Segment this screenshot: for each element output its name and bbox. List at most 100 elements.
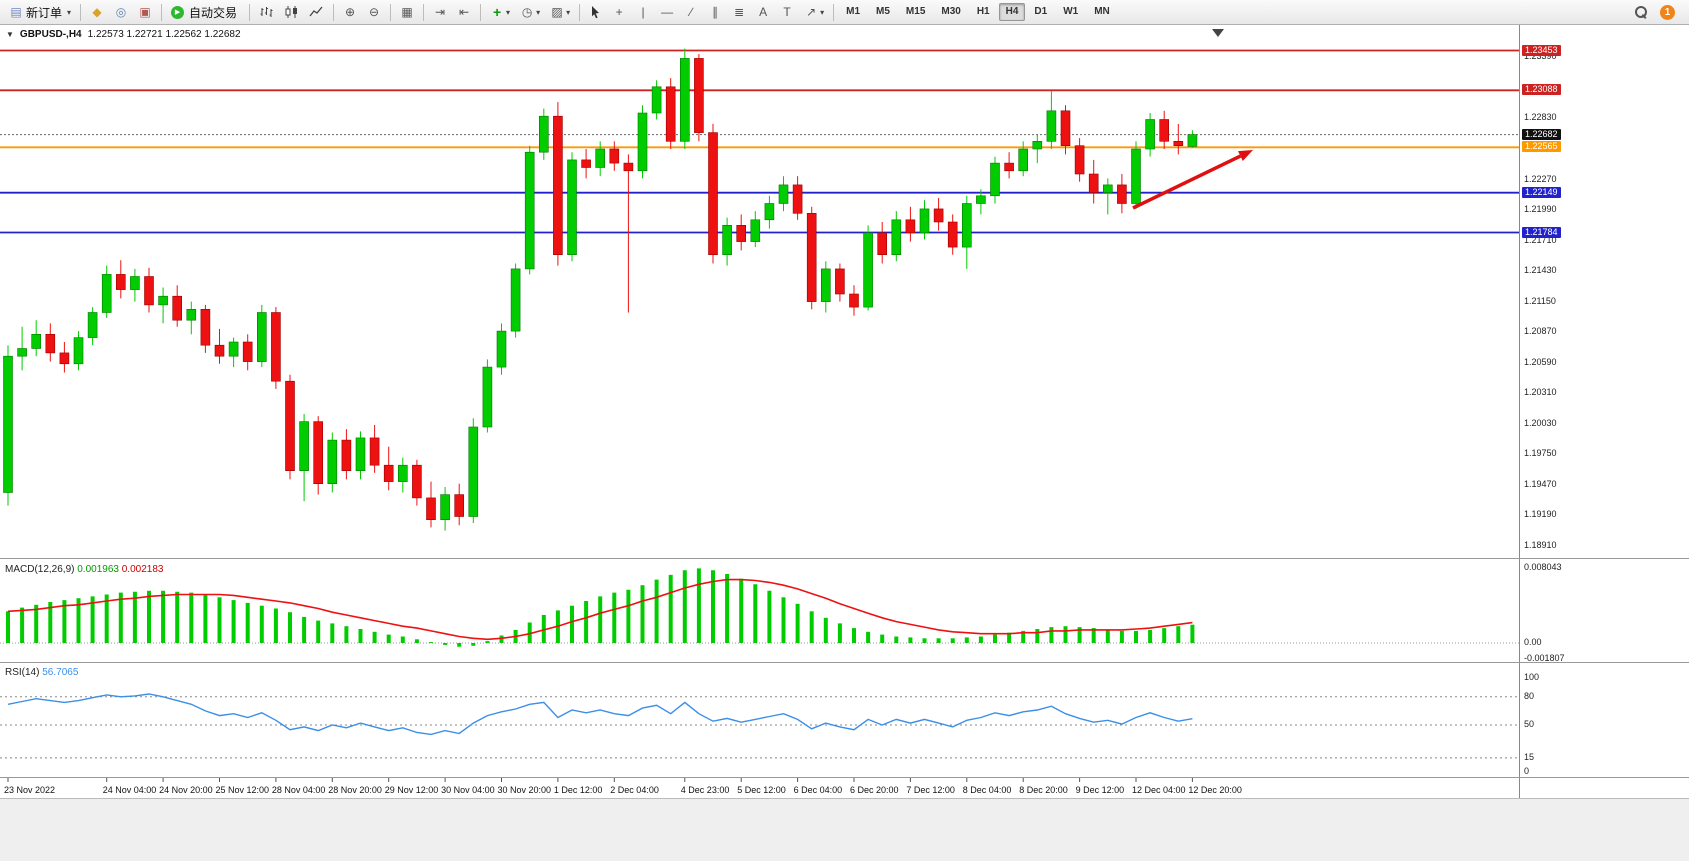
price-tick-label: 1.22830 — [1524, 112, 1557, 122]
one-click-trading-toggle[interactable]: ▼ — [6, 30, 14, 39]
price-tick-label: 1.20310 — [1524, 387, 1557, 397]
add-indicator-button[interactable]: + ▾ — [485, 2, 515, 23]
toolbar-separator — [423, 3, 425, 21]
zoom-in-button[interactable]: ⊕ — [338, 2, 362, 23]
crosshair-button[interactable]: + — [607, 2, 631, 23]
rsi-scale-label: 50 — [1524, 719, 1535, 729]
price-tick-label: 1.19750 — [1524, 448, 1557, 458]
toolbar-right-group: 1 — [1634, 4, 1685, 20]
auto-scroll-button[interactable]: ⇥ — [428, 2, 452, 23]
timeframe-button-m1[interactable]: M1 — [846, 6, 861, 17]
market-watch-button[interactable]: ◆ — [85, 2, 109, 23]
time-axis-label: 2 Dec 04:00 — [610, 785, 659, 795]
add-indicator-icon: + — [492, 4, 502, 20]
time-axis[interactable]: 23 Nov 2022 24 Nov 04:00 24 Nov 20:00 25 No… — [4, 777, 1242, 795]
timeframe-toolbar: M1 M5 M15 M30 H1 H4 D1 W1 MN — [838, 3, 1118, 21]
time-axis-label: 6 Dec 04:00 — [794, 785, 843, 795]
candlestick-chart-icon — [285, 6, 298, 18]
toolbar-separator — [80, 3, 82, 21]
rsi-scale-label: 100 — [1524, 672, 1540, 682]
trendline-button[interactable]: ∕ — [679, 2, 703, 23]
price-scale[interactable]: 1.23390 1.22830 1.22270 1.21990 1.21710 1.214… — [1519, 25, 1689, 798]
toolbar: ▤ 新订单 ▾ ◆ ◎ ▣ ▶ 自动交易 — [0, 0, 1689, 25]
macd-panel: MACD(12,26,9) 0.001963 0.002183 — [0, 564, 1519, 647]
bar-chart-button[interactable] — [254, 2, 279, 23]
rsi-scale-label: 0 — [1524, 766, 1530, 776]
tile-windows-button[interactable]: ▦ — [395, 2, 419, 23]
rsi-scale-label: 80 — [1524, 691, 1535, 701]
chevron-down-icon: ▾ — [536, 7, 541, 17]
status-area — [0, 798, 1689, 861]
arrows-icon: ↗ — [806, 5, 817, 19]
toolbar-separator — [390, 3, 392, 21]
arrows-button[interactable]: ↗ ▾ — [799, 2, 829, 23]
price-tick-label: 1.19470 — [1524, 479, 1557, 489]
timeframe-button-m15[interactable]: M15 — [905, 6, 926, 17]
toolbar-separator — [833, 3, 835, 21]
timeframe-button-mn[interactable]: MN — [1094, 6, 1110, 17]
timeframe-button-h1[interactable]: H1 — [976, 6, 990, 17]
template-button[interactable]: ▨ ▾ — [545, 2, 575, 23]
auto-trading-play-icon: ▶ — [171, 5, 185, 19]
auto-scroll-icon: ⇥ — [435, 5, 446, 19]
bar-chart-icon — [260, 7, 273, 17]
trendline-icon: ∕ — [690, 5, 693, 19]
line-chart-icon — [309, 6, 323, 17]
trend-arrow-object[interactable] — [1132, 150, 1253, 210]
chart-shift-icon: ⇤ — [459, 5, 470, 19]
cursor-button[interactable] — [584, 2, 607, 23]
price-tick-label: 1.22270 — [1524, 174, 1557, 184]
notification-badge[interactable]: 1 — [1660, 4, 1675, 20]
main-macd-panel-divider[interactable] — [0, 558, 1689, 559]
timeframe-button-h4[interactable]: H4 — [998, 3, 1026, 21]
price-chart-canvas[interactable]: MACD(12,26,9) 0.001963 0.002183 RSI(14) 5… — [0, 25, 1519, 798]
symbol-period-label: GBPUSD-,H4 — [19, 29, 82, 40]
horizontal-line-button[interactable]: — — [655, 2, 679, 23]
chevron-down-icon: ▾ — [67, 7, 72, 17]
line-chart-button[interactable] — [304, 2, 329, 23]
navigator-button[interactable]: ◎ — [109, 2, 133, 23]
timeframe-button-m30[interactable]: M30 — [941, 6, 961, 17]
chart-shift-button[interactable]: ⇤ — [452, 2, 476, 23]
new-order-button[interactable]: ▤ 新订单 ▾ — [4, 2, 76, 23]
time-axis-label: 12 Dec 20:00 — [1188, 785, 1242, 795]
label-icon: T — [783, 5, 791, 19]
time-axis-label: 28 Nov 04:00 — [272, 785, 326, 795]
channel-button[interactable]: ∥ — [703, 2, 727, 23]
time-axis-label: 7 Dec 12:00 — [906, 785, 955, 795]
toolbar-separator — [480, 3, 482, 21]
time-axis-label: 24 Nov 04:00 — [103, 785, 157, 795]
zoom-out-icon: ⊖ — [369, 5, 380, 19]
template-icon: ▨ — [551, 5, 563, 19]
vertical-line-button[interactable]: | — [631, 2, 655, 23]
time-axis-label: 6 Dec 20:00 — [850, 785, 899, 795]
time-axis-label: 25 Nov 12:00 — [216, 785, 270, 795]
fibonacci-button[interactable]: ≣ — [727, 2, 751, 23]
zoom-out-button[interactable]: ⊖ — [362, 2, 386, 23]
cursor-icon — [592, 6, 600, 19]
chevron-down-icon: ▾ — [820, 7, 825, 17]
timeframe-button-w1[interactable]: W1 — [1063, 6, 1079, 17]
chevron-down-icon: ▾ — [506, 7, 511, 17]
macd-rsi-panel-divider[interactable] — [0, 662, 1689, 663]
periods-button[interactable]: ◷ ▾ — [515, 2, 545, 23]
candlestick-chart-button[interactable] — [279, 2, 304, 23]
label-button[interactable]: T — [775, 2, 799, 23]
terminal-button[interactable]: ▣ — [133, 2, 157, 23]
time-axis-label: 8 Dec 20:00 — [1019, 785, 1068, 795]
zoom-in-icon: ⊕ — [345, 5, 356, 19]
timeframe-button-m5[interactable]: M5 — [876, 6, 890, 17]
text-button[interactable]: A — [751, 2, 775, 23]
chevron-down-icon: ▾ — [566, 7, 571, 17]
toolbar-separator — [333, 3, 335, 21]
chart-shift-marker-icon[interactable] — [1212, 29, 1224, 37]
time-axis-label: 29 Nov 12:00 — [385, 785, 439, 795]
time-axis-divider — [0, 777, 1689, 778]
timeframe-button-d1[interactable]: D1 — [1034, 6, 1048, 17]
time-axis-label: 28 Nov 20:00 — [328, 785, 382, 795]
auto-trading-button[interactable]: ▶ 自动交易 — [166, 2, 245, 23]
search-icon[interactable] — [1634, 5, 1648, 19]
horizontal-line-icon: — — [661, 5, 674, 19]
price-tick-label: 1.19190 — [1524, 509, 1557, 519]
